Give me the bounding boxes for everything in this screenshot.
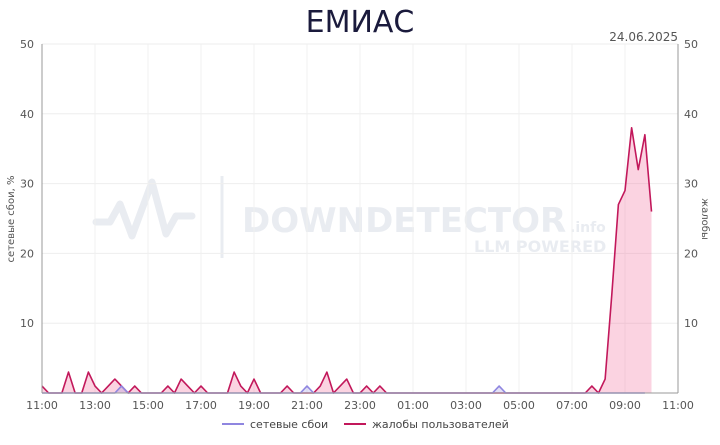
chart-title: ЕМИАС	[306, 5, 415, 40]
x-tick-label: 03:00	[450, 399, 482, 412]
series-area-1	[42, 127, 652, 393]
watermark-logo	[92, 178, 196, 240]
y-tick-left: 20	[20, 247, 34, 260]
y-tick-right: 20	[684, 247, 698, 260]
y-tick-right: 40	[684, 108, 698, 121]
x-tick-label: 19:00	[238, 399, 270, 412]
series-line-1	[41, 126, 653, 394]
chart-axes	[41, 44, 679, 394]
y-tick-left: 40	[20, 108, 34, 121]
legend-label-0: сетевые сбои	[250, 418, 328, 431]
x-tick-label: 05:00	[503, 399, 535, 412]
x-tick-label: 23:00	[344, 399, 376, 412]
watermark-sub: LLM POWERED	[474, 237, 606, 256]
report-date: 24.06.2025	[609, 30, 678, 44]
y-tick-left: 50	[20, 38, 34, 51]
x-tick-label: 09:00	[609, 399, 641, 412]
watermark-main: DOWNDETECTOR	[242, 201, 566, 241]
x-tick-label: 21:00	[291, 399, 323, 412]
y-tick-right: 30	[684, 178, 698, 191]
y-tick-left: 30	[20, 178, 34, 191]
x-tick-label: 07:00	[556, 399, 588, 412]
x-tick-label: 17:00	[185, 399, 217, 412]
x-tick-label: 01:00	[397, 399, 429, 412]
x-tick-label: 15:00	[132, 399, 164, 412]
chart-legend: сетевые сбои жалобы пользователей	[222, 418, 509, 431]
x-tick-label: 13:00	[79, 399, 111, 412]
legend-label-1: жалобы пользователей	[372, 418, 509, 431]
y-axis-right-label: жалобы	[699, 198, 710, 240]
x-tick-label: 11:00	[26, 399, 58, 412]
x-tick-label: 11:00	[662, 399, 694, 412]
y-tick-right: 50	[684, 38, 698, 51]
y-tick-right: 10	[684, 317, 698, 330]
watermark-suffix: .info	[570, 220, 606, 236]
chart-marks	[41, 126, 653, 394]
y-tick-left: 10	[20, 317, 34, 330]
y-axis-left-label: сетевые сбои, %	[6, 176, 17, 263]
